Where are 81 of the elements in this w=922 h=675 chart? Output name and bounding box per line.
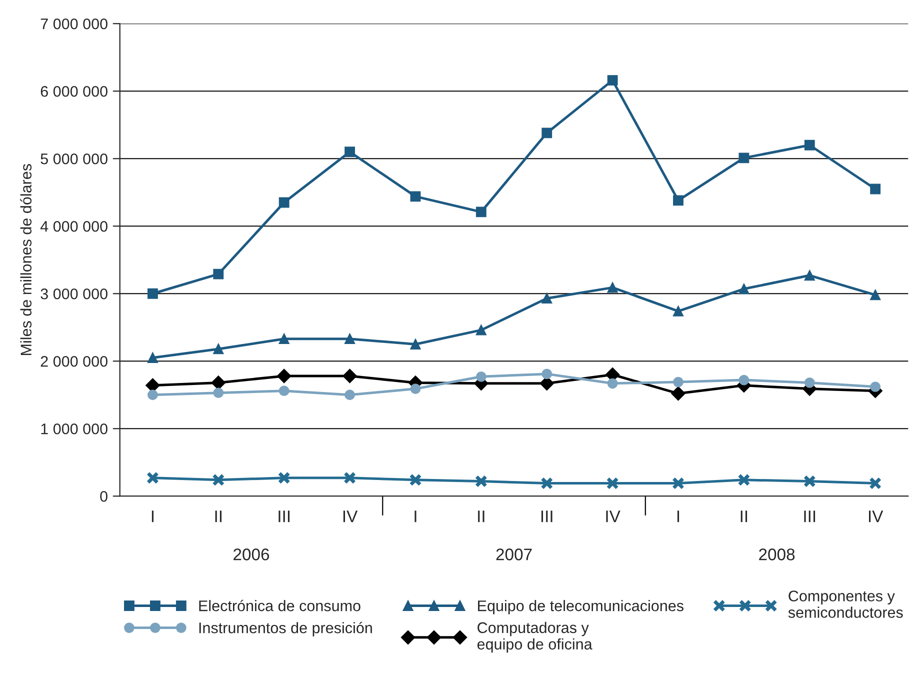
point bbox=[211, 376, 226, 390]
point bbox=[342, 368, 357, 384]
point bbox=[542, 128, 552, 138]
point bbox=[344, 146, 355, 158]
y-tick-label: 6 000 000 bbox=[40, 86, 108, 97]
point bbox=[410, 191, 421, 202]
point bbox=[738, 474, 750, 486]
y-tick-label: 7 000 000 bbox=[40, 18, 108, 30]
text: 2006 bbox=[234, 548, 270, 560]
point bbox=[870, 290, 881, 300]
y-tick-label: 2 000 000 bbox=[40, 356, 108, 367]
y-tick-label: 3 000 000 bbox=[40, 288, 108, 300]
point bbox=[410, 384, 421, 394]
x-tick-label: IV bbox=[343, 510, 358, 522]
text: 2007 bbox=[496, 548, 532, 560]
x-tick-label: I bbox=[414, 510, 416, 522]
point bbox=[607, 75, 618, 86]
point bbox=[869, 477, 882, 490]
point bbox=[278, 334, 290, 344]
point bbox=[278, 197, 290, 208]
point bbox=[476, 324, 486, 336]
point bbox=[804, 270, 815, 281]
point bbox=[213, 388, 224, 398]
x-tick-label: III bbox=[804, 510, 816, 522]
x-tick-label: I bbox=[152, 510, 154, 522]
point bbox=[410, 339, 421, 350]
point bbox=[476, 371, 486, 382]
point bbox=[344, 472, 356, 484]
legend-label: Instrumentos de presición bbox=[199, 622, 372, 636]
y-tick-label: 0 bbox=[100, 490, 108, 502]
x-tick-label: III bbox=[278, 510, 290, 522]
point bbox=[278, 386, 290, 396]
point bbox=[409, 474, 422, 486]
point bbox=[540, 477, 554, 490]
point bbox=[212, 474, 225, 486]
point bbox=[870, 382, 881, 392]
y-axis-title: Miles de millones de dólares bbox=[20, 164, 32, 355]
point bbox=[673, 306, 684, 316]
x-tick-label: II bbox=[215, 510, 222, 522]
point bbox=[278, 472, 290, 484]
legend-label: Componentes y semiconductores bbox=[788, 590, 903, 618]
x-tick-label: IV bbox=[606, 510, 620, 522]
point bbox=[673, 376, 684, 388]
point bbox=[148, 390, 158, 400]
x-tick-label: IV bbox=[868, 510, 884, 522]
point bbox=[542, 293, 552, 304]
point bbox=[344, 334, 355, 344]
point bbox=[804, 140, 815, 150]
point bbox=[738, 374, 750, 386]
point bbox=[671, 386, 686, 401]
text: 2008 bbox=[759, 548, 795, 560]
point bbox=[542, 368, 552, 380]
x-tick-label: III bbox=[541, 510, 552, 522]
point bbox=[476, 206, 486, 218]
point bbox=[344, 390, 355, 400]
point bbox=[606, 477, 619, 490]
y-tick-label: 4 000 000 bbox=[40, 220, 108, 232]
legend-label: Equipo de telecomunicaciones bbox=[478, 600, 684, 614]
point bbox=[148, 352, 158, 363]
x-tick-label: II bbox=[478, 510, 484, 522]
point bbox=[803, 475, 816, 488]
point bbox=[213, 344, 224, 354]
point bbox=[672, 477, 684, 490]
y-tick-label: 1 000 000 bbox=[41, 423, 108, 434]
point bbox=[870, 184, 881, 194]
point bbox=[148, 288, 158, 299]
y-tick-label: 5 000 000 bbox=[40, 153, 108, 164]
legend-label: Electrónica de consumo bbox=[199, 600, 360, 612]
point bbox=[673, 195, 684, 206]
point bbox=[804, 378, 815, 388]
point bbox=[277, 368, 292, 384]
point bbox=[607, 282, 618, 293]
point bbox=[607, 378, 618, 389]
x-tick-label: I bbox=[677, 510, 680, 522]
point bbox=[146, 472, 159, 484]
x-tick-label: II bbox=[740, 510, 748, 522]
legend-label: Computadoras y equipo de oficina bbox=[477, 622, 592, 653]
point bbox=[213, 268, 224, 280]
point bbox=[474, 475, 488, 488]
point bbox=[738, 152, 750, 164]
point bbox=[738, 284, 750, 294]
